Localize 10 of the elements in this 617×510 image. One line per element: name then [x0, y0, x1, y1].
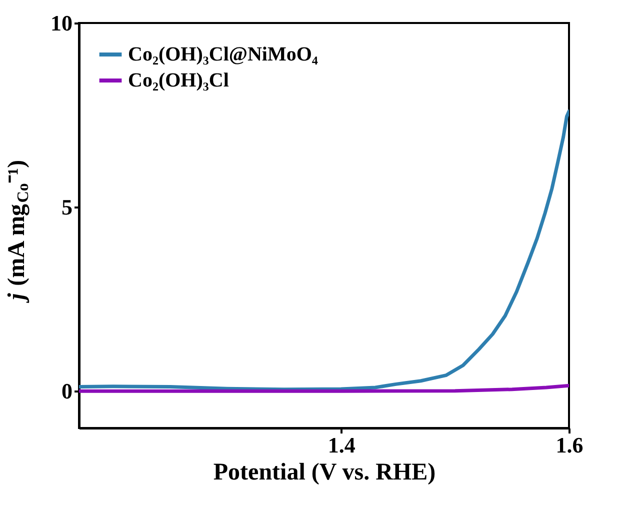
- line-series: [79, 110, 569, 392]
- y-tick-label: 0: [62, 378, 72, 404]
- y-axis-title: j (mA mgCo⁻¹): [4, 160, 32, 304]
- y-tick-label: 5: [62, 194, 72, 220]
- legend-label: Co₂(OH)₃Cl: [128, 70, 230, 92]
- x-axis-title: Potential (V vs. RHE): [213, 460, 436, 486]
- legend-label: Co₂(OH)₃Cl@NiMoO₄: [128, 44, 318, 66]
- y-tick-label: 10: [50, 10, 72, 36]
- x-tick-label: 1.6: [556, 432, 584, 458]
- x-tick-label: 1.4: [328, 432, 356, 458]
